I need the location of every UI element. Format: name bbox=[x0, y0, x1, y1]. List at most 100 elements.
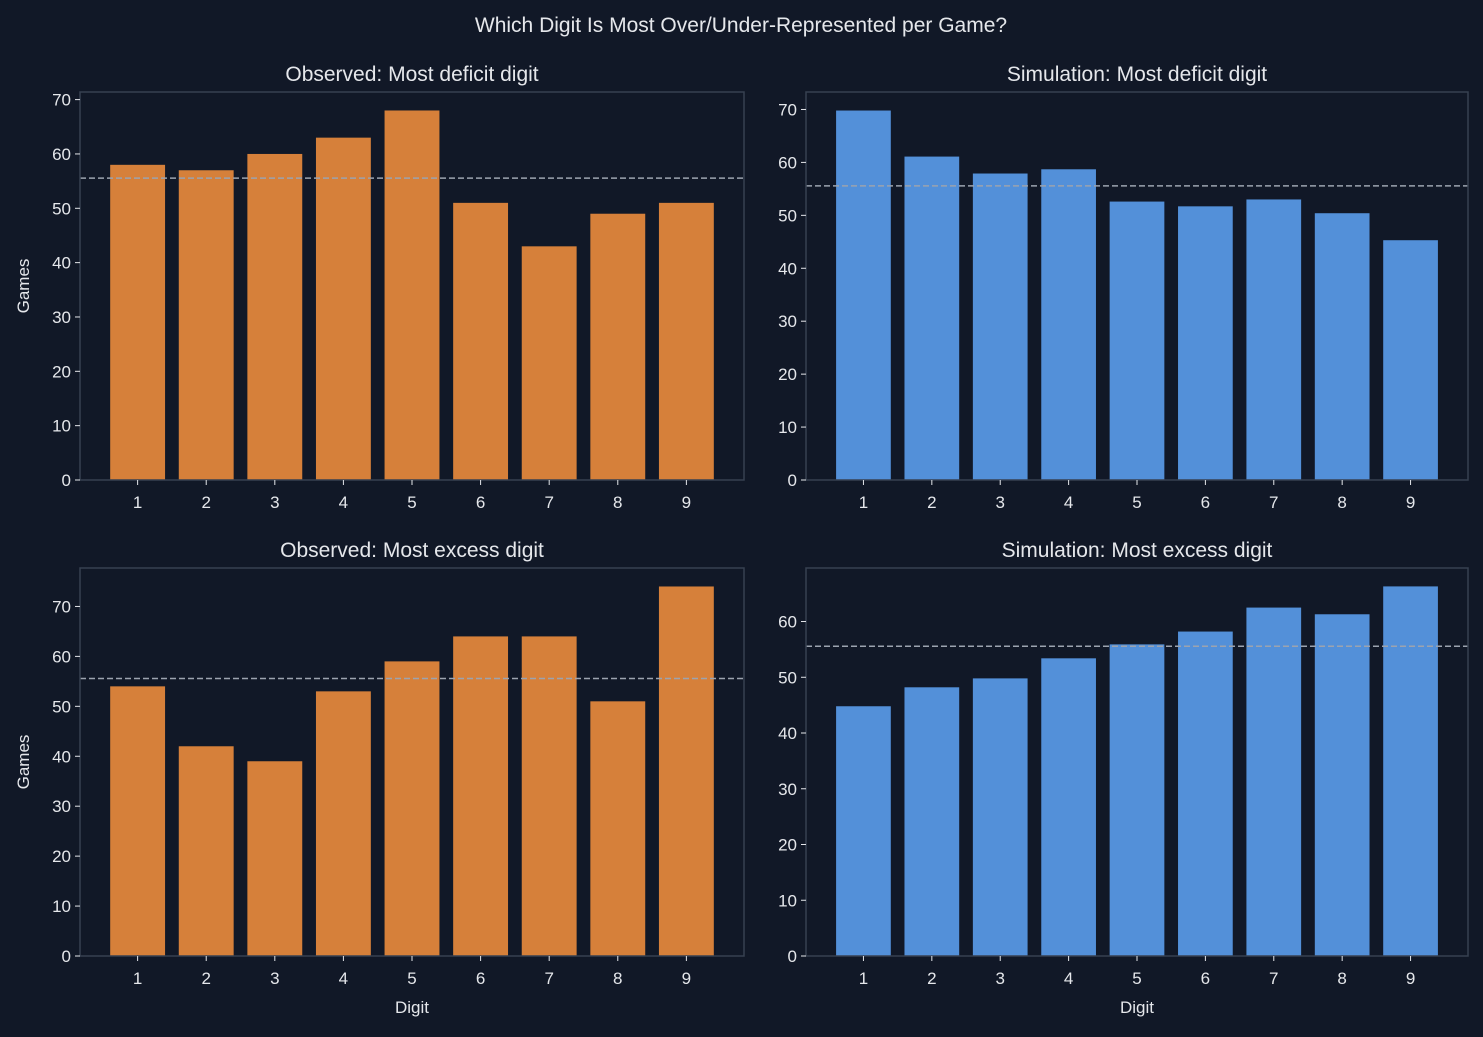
x-tick-label: 2 bbox=[927, 969, 936, 988]
x-tick-label: 3 bbox=[995, 969, 1004, 988]
x-tick-label: 8 bbox=[613, 969, 622, 988]
bar-digit-7 bbox=[1246, 607, 1302, 956]
y-tick-label: 0 bbox=[62, 471, 71, 490]
bar-digit-1 bbox=[110, 164, 166, 480]
x-tick-label: 2 bbox=[201, 493, 210, 512]
bar-digit-6 bbox=[453, 202, 509, 480]
bar-digit-7 bbox=[521, 246, 577, 480]
y-tick-label: 40 bbox=[778, 724, 797, 743]
x-tick-label: 2 bbox=[201, 969, 210, 988]
y-tick-label: 60 bbox=[52, 145, 71, 164]
x-tick-label: 2 bbox=[927, 493, 936, 512]
bar-digit-8 bbox=[1314, 213, 1370, 480]
x-tick-label: 6 bbox=[476, 969, 485, 988]
y-tick-label: 40 bbox=[52, 254, 71, 273]
bar-digit-3 bbox=[972, 678, 1028, 956]
bar-digit-1 bbox=[110, 686, 166, 956]
x-tick-label: 9 bbox=[1406, 493, 1415, 512]
bar-digit-2 bbox=[904, 156, 960, 481]
x-tick-label: 1 bbox=[133, 493, 142, 512]
bar-digit-8 bbox=[590, 213, 646, 480]
bar-digit-2 bbox=[178, 746, 234, 956]
bar-digit-5 bbox=[384, 110, 440, 480]
x-tick-label: 1 bbox=[133, 969, 142, 988]
bar-digit-3 bbox=[247, 761, 303, 956]
y-tick-label: 20 bbox=[778, 836, 797, 855]
subplot-title: Observed: Most deficit digit bbox=[285, 63, 538, 86]
y-tick-label: 60 bbox=[778, 153, 797, 172]
bar-digit-5 bbox=[1109, 201, 1165, 480]
subplot-3: 0 10 20 30 40 50 60 70 1 2 3 4 5 6 7 8 9 Observed: Most e… bbox=[14, 539, 745, 1017]
y-tick-label: 60 bbox=[52, 647, 71, 666]
x-tick-label: 3 bbox=[270, 493, 279, 512]
figure-title: Which Digit Is Most Over/Under-Represent… bbox=[475, 14, 1007, 37]
bar-digit-4 bbox=[315, 691, 371, 956]
bar-digit-9 bbox=[658, 202, 714, 480]
subplot-1: 0 10 20 30 40 50 60 70 1 2 3 4 5 6 7 8 9 Observed: Most d… bbox=[14, 63, 745, 512]
bar-digit-3 bbox=[972, 173, 1028, 480]
bar-digit-6 bbox=[453, 636, 509, 956]
bar-digit-8 bbox=[590, 701, 646, 956]
subplot-title: Simulation: Most deficit digit bbox=[1007, 63, 1267, 86]
x-tick-label: 8 bbox=[1337, 969, 1346, 988]
bar-digit-6 bbox=[1178, 631, 1233, 956]
x-tick-label: 7 bbox=[1269, 969, 1278, 988]
y-tick-label: 10 bbox=[52, 417, 71, 436]
bar-digit-4 bbox=[315, 137, 371, 480]
bar-digit-2 bbox=[178, 170, 234, 480]
y-tick-label: 50 bbox=[778, 668, 797, 687]
subplot-title: Simulation: Most excess digit bbox=[1002, 539, 1273, 562]
y-tick-label: 0 bbox=[788, 947, 797, 966]
y-tick-label: 50 bbox=[52, 697, 71, 716]
subplot-title: Observed: Most excess digit bbox=[280, 539, 544, 562]
y-tick-label: 30 bbox=[778, 312, 797, 331]
y-axis-label: Games bbox=[14, 735, 33, 790]
y-tick-label: 50 bbox=[778, 206, 797, 225]
x-tick-label: 7 bbox=[1269, 493, 1278, 512]
x-axis-label: Digit bbox=[395, 998, 429, 1017]
y-tick-label: 20 bbox=[52, 362, 71, 381]
y-tick-label: 40 bbox=[778, 259, 797, 278]
bar-digit-8 bbox=[1314, 614, 1370, 956]
y-tick-label: 30 bbox=[52, 308, 71, 327]
x-tick-label: 4 bbox=[339, 969, 348, 988]
bar-digit-4 bbox=[1041, 658, 1096, 956]
subplot-4: 0 10 20 30 40 50 60 1 2 3 4 5 6 7 8 9 Simulation: Most e… bbox=[778, 539, 1469, 1017]
x-tick-label: 9 bbox=[682, 493, 691, 512]
x-tick-label: 6 bbox=[1201, 969, 1210, 988]
bar-digit-6 bbox=[1178, 206, 1233, 480]
x-tick-label: 5 bbox=[1132, 493, 1141, 512]
x-tick-label: 7 bbox=[544, 493, 553, 512]
x-tick-label: 6 bbox=[1201, 493, 1210, 512]
x-tick-label: 5 bbox=[407, 969, 416, 988]
x-tick-label: 1 bbox=[859, 969, 868, 988]
bar-digit-7 bbox=[521, 636, 577, 956]
x-tick-label: 9 bbox=[1406, 969, 1415, 988]
bar-digit-9 bbox=[1383, 586, 1438, 956]
bar-digit-1 bbox=[836, 706, 891, 956]
y-tick-label: 40 bbox=[52, 747, 71, 766]
y-axis-label: Games bbox=[14, 259, 33, 314]
y-tick-label: 30 bbox=[778, 780, 797, 799]
y-tick-label: 60 bbox=[778, 613, 797, 632]
y-tick-label: 10 bbox=[778, 418, 797, 437]
bar-digit-1 bbox=[836, 110, 891, 480]
x-tick-label: 1 bbox=[859, 493, 868, 512]
y-tick-label: 0 bbox=[62, 947, 71, 966]
bar-digit-5 bbox=[1109, 644, 1165, 956]
y-tick-label: 70 bbox=[778, 100, 797, 119]
bar-digit-7 bbox=[1246, 199, 1302, 481]
y-tick-label: 0 bbox=[788, 471, 797, 490]
x-tick-label: 4 bbox=[1064, 969, 1073, 988]
x-tick-label: 8 bbox=[613, 493, 622, 512]
y-tick-label: 20 bbox=[52, 847, 71, 866]
bar-digit-4 bbox=[1041, 169, 1096, 480]
x-tick-label: 5 bbox=[407, 493, 416, 512]
y-tick-label: 70 bbox=[52, 91, 71, 110]
x-tick-label: 7 bbox=[544, 969, 553, 988]
x-tick-label: 9 bbox=[682, 969, 691, 988]
bar-digit-9 bbox=[658, 586, 714, 956]
x-tick-label: 4 bbox=[339, 493, 348, 512]
x-axis-label: Digit bbox=[1120, 998, 1154, 1017]
